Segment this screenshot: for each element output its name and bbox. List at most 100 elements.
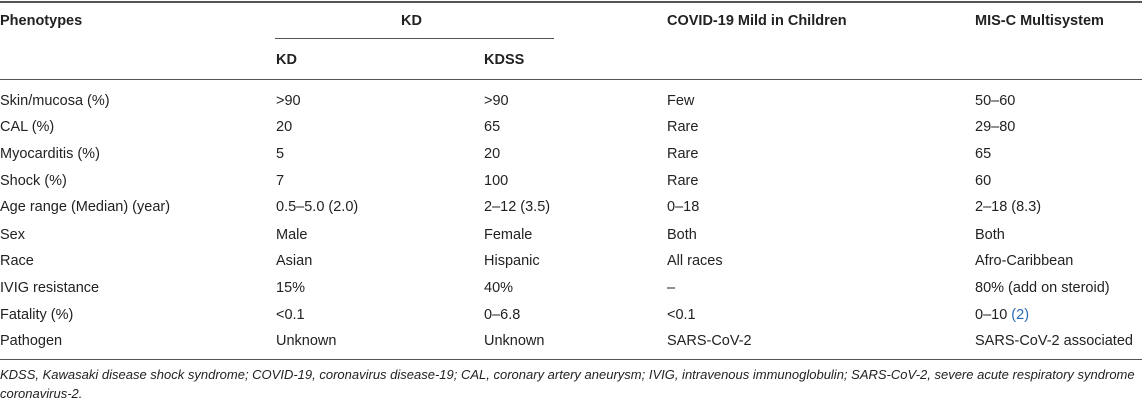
cell-kdss: Female: [484, 226, 532, 244]
cell-covid: Rare: [667, 172, 698, 190]
cell-phenotype: IVIG resistance: [0, 279, 99, 297]
kd-group-rule: [275, 38, 554, 39]
cell-kd: 15%: [276, 279, 305, 297]
cell-text: Rare: [667, 119, 699, 135]
cell-kdss: >90: [484, 92, 509, 110]
cell-text: Age range (Median) (year): [0, 199, 171, 215]
cell-text: 2–18 (8.3): [975, 199, 1042, 215]
cell-covid: SARS-CoV-2: [667, 332, 752, 350]
cell-text: 20: [484, 146, 501, 162]
cell-kd: Unknown: [276, 332, 336, 350]
reference-link[interactable]: (2): [1011, 307, 1030, 323]
cell-text: IVIG resistance: [0, 280, 100, 296]
cell-text: 40%: [484, 280, 514, 296]
cell-text: Both: [667, 227, 697, 243]
cell-kdss: Unknown: [484, 332, 544, 350]
cell-kd: Asian: [276, 252, 312, 270]
cell-covid: Few: [667, 92, 694, 110]
cell-text: Race: [0, 253, 34, 269]
cell-text: 100: [484, 173, 509, 189]
table-top-rule: [0, 1, 1142, 3]
cell-kd: >90: [276, 92, 301, 110]
cell-text: –: [667, 280, 676, 296]
cell-misc: 65: [975, 145, 991, 163]
cell-text: CAL (%): [0, 119, 55, 135]
cell-text: Sex: [0, 227, 25, 243]
cell-phenotype: Age range (Median) (year): [0, 198, 170, 216]
cell-misc: 50–60: [975, 92, 1015, 110]
cell-text: SARS-CoV-2 associated: [975, 333, 1133, 349]
cell-covid: Both: [667, 226, 697, 244]
cell-text: Rare: [667, 146, 699, 162]
cell-phenotype: Race: [0, 252, 34, 270]
cell-kd: 20: [276, 118, 292, 136]
cell-phenotype: CAL (%): [0, 118, 54, 136]
cell-kdss: Hispanic: [484, 252, 540, 270]
cell-text: Asian: [276, 253, 313, 269]
cell-text: Pathogen: [0, 333, 63, 349]
cell-text: 80% (add on steroid): [975, 280, 1110, 296]
table-bottom-rule: [0, 359, 1142, 360]
cell-misc: 80% (add on steroid): [975, 279, 1110, 297]
cell-misc: Both: [975, 226, 1005, 244]
cell-text: Rare: [667, 173, 699, 189]
cell-covid: Rare: [667, 118, 698, 136]
cell-phenotype: Shock (%): [0, 172, 67, 190]
cell-text: 20: [276, 119, 293, 135]
cell-text: 0–10: [975, 307, 1012, 323]
cell-misc: SARS-CoV-2 associated: [975, 332, 1133, 350]
cell-kdss: 65: [484, 118, 500, 136]
cell-text: Male: [276, 227, 308, 243]
cell-text: Shock (%): [0, 173, 67, 189]
cell-covid: Rare: [667, 145, 698, 163]
cell-text: >90: [484, 93, 509, 109]
cell-text: Myocarditis (%): [0, 146, 100, 162]
cell-text: Unknown: [484, 333, 545, 349]
cell-text: Afro-Caribbean: [975, 253, 1074, 269]
header-phenotypes: Phenotypes: [0, 13, 83, 29]
cell-text: 15%: [276, 280, 306, 296]
cell-phenotype: Pathogen: [0, 332, 62, 350]
cell-text: Female: [484, 227, 533, 243]
cell-covid: <0.1: [667, 306, 696, 324]
header-kd-group: KD: [401, 13, 422, 29]
cell-phenotype: Myocarditis (%): [0, 145, 100, 163]
cell-text: 5: [276, 146, 285, 162]
cell-kd: 0.5–5.0 (2.0): [276, 198, 358, 216]
cell-covid: 0–18: [667, 198, 699, 216]
cell-phenotype: Sex: [0, 226, 25, 244]
header-covid: COVID-19 Mild in Children: [667, 13, 847, 29]
cell-text: Few: [667, 93, 695, 109]
cell-text: 65: [975, 146, 992, 162]
cell-text: >90: [276, 93, 301, 109]
cell-text: All races: [667, 253, 723, 269]
cell-kdss: 100: [484, 172, 508, 190]
header-misc: MIS-C Multisystem: [975, 13, 1104, 29]
header-bottom-rule: [0, 79, 1142, 80]
cell-text: 29–80: [975, 119, 1016, 135]
cell-text: SARS-CoV-2: [667, 333, 752, 349]
cell-text: 0–18: [667, 199, 700, 215]
cell-text: 0–6.8: [484, 307, 521, 323]
cell-text: Unknown: [276, 333, 337, 349]
cell-kdss: 20: [484, 145, 500, 163]
cell-misc: Afro-Caribbean: [975, 252, 1073, 270]
cell-text: 7: [276, 173, 285, 189]
cell-text: 50–60: [975, 93, 1016, 109]
cell-kdss: 2–12 (3.5): [484, 198, 550, 216]
cell-misc: 2–18 (8.3): [975, 198, 1041, 216]
cell-misc: 60: [975, 172, 991, 190]
cell-text: Skin/mucosa (%): [0, 93, 110, 109]
cell-text: Fatality (%): [0, 307, 74, 323]
header-kdss: KDSS: [484, 52, 525, 68]
cell-text: Hispanic: [484, 253, 540, 269]
cell-text: 65: [484, 119, 501, 135]
cell-kdss: 40%: [484, 279, 513, 297]
cell-phenotype: Fatality (%): [0, 306, 73, 324]
cell-text: 60: [975, 173, 992, 189]
cell-covid: –: [667, 279, 675, 297]
cell-misc: 29–80: [975, 118, 1015, 136]
cell-kd: 7: [276, 172, 284, 190]
cell-kd: <0.1: [276, 306, 305, 324]
cell-text: 0.5–5.0 (2.0): [276, 199, 359, 215]
